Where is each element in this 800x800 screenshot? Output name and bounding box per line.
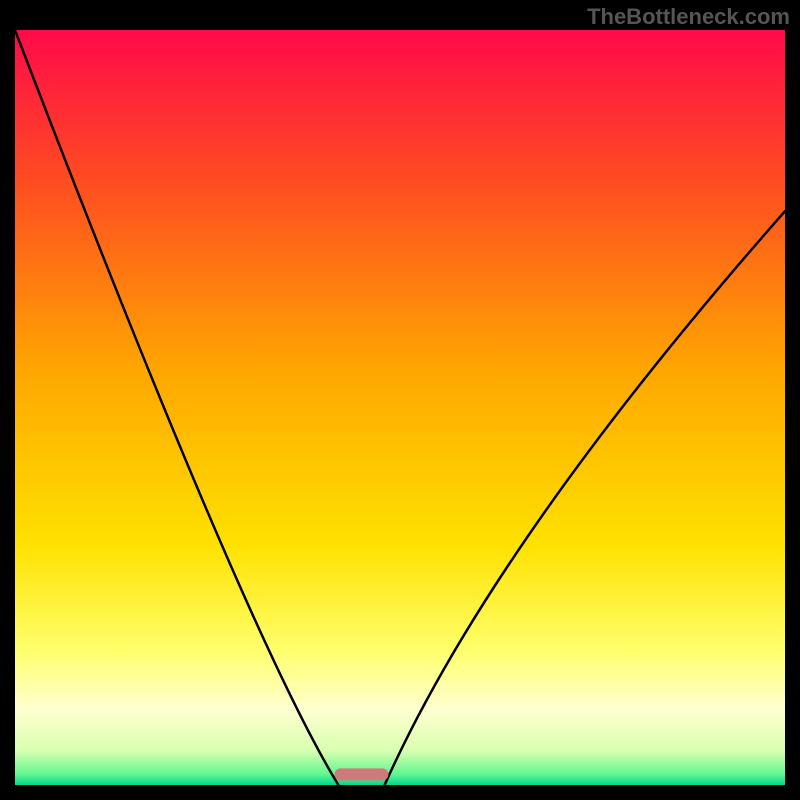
chart-stage: TheBottleneck.com xyxy=(0,0,800,800)
notch-marker xyxy=(335,768,389,780)
chart-gradient-background xyxy=(15,30,785,785)
chart-svg xyxy=(0,0,800,800)
watermark-label: TheBottleneck.com xyxy=(587,4,790,30)
